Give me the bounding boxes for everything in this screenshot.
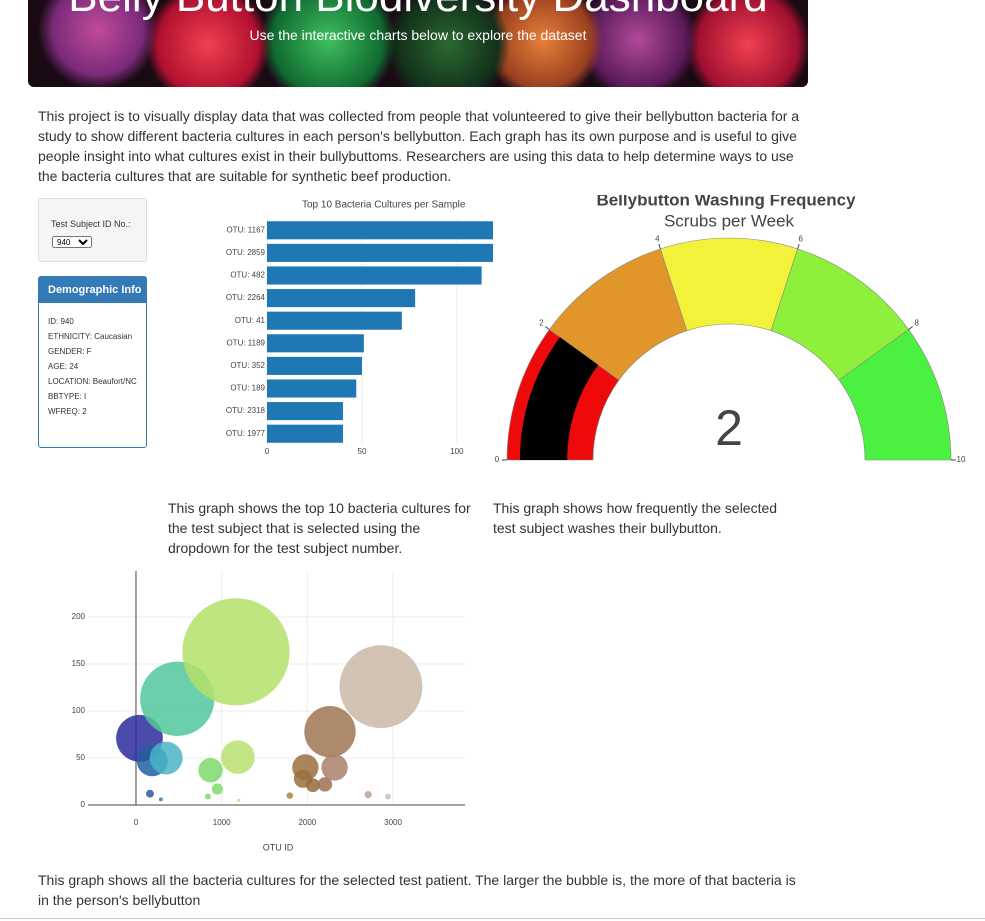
gauge-caption: This graph shows how frequently the sele… <box>493 500 778 536</box>
gauge-chart: Bellybutton Washing Frequency Scrubs per … <box>495 190 966 464</box>
x-tick-label: 0 <box>134 818 139 827</box>
gauge-bar <box>519 337 599 460</box>
bubble <box>146 789 154 798</box>
tick-label: 2 <box>539 319 544 328</box>
tick-mark <box>797 243 800 250</box>
bubble <box>292 754 319 781</box>
intro-text: This project is to visually display data… <box>38 108 800 184</box>
y-tick-label: OTU: 41 <box>235 316 266 325</box>
bubble <box>211 783 223 795</box>
y-tick-label: OTU: 2264 <box>226 293 266 302</box>
demographic-item: LOCATION: Beaufort/NC <box>48 377 137 386</box>
gauge-subtitle: Scrubs per Week <box>664 211 795 230</box>
tick-label: 10 <box>957 455 966 464</box>
demographic-panel: Demographic Info ID: 940 ETHNICITY: Cauca… <box>38 276 147 448</box>
bubble-chart: 0 1000 2000 3000 0 50 100 150 200 OTU ID <box>72 571 465 852</box>
tick-label: 4 <box>655 234 660 243</box>
demographic-item: BBTYPE: I <box>48 392 87 401</box>
x-axis-label: OTU ID <box>263 842 294 852</box>
bar <box>267 243 493 262</box>
x-tick-label: 100 <box>450 447 464 456</box>
bubble <box>306 778 320 793</box>
bar <box>267 379 357 398</box>
x-tick-label: 1000 <box>213 818 231 827</box>
bar <box>267 221 493 240</box>
demographic-title: Demographic Info <box>39 277 146 303</box>
bubble <box>364 791 372 799</box>
demographic-item: ID: 940 <box>48 317 74 326</box>
tick-mark <box>908 326 913 330</box>
selector-panel: Test Subject ID No.: 940 <box>38 198 147 262</box>
bar <box>267 402 343 421</box>
y-tick-label: OTU: 2859 <box>226 248 266 257</box>
y-tick-label: OTU: 2318 <box>226 406 266 415</box>
x-tick-label: 50 <box>358 447 367 456</box>
bubble <box>321 754 348 781</box>
bar <box>267 334 364 353</box>
x-tick-label: 0 <box>265 447 270 456</box>
bar <box>267 311 402 330</box>
bubble <box>384 793 391 800</box>
tick-label: 0 <box>495 455 500 464</box>
bubble <box>158 797 163 802</box>
demographic-item: WFREQ: 2 <box>48 407 87 416</box>
x-tick-label: 3000 <box>384 818 402 827</box>
tick-label: 8 <box>914 319 919 328</box>
bubble <box>237 798 241 802</box>
gauge-title: Bellybutton Washing Frequency <box>596 190 856 209</box>
demographic-item: GENDER: F <box>48 347 92 356</box>
banner: Belly Button Biodiversity Dashboard Use … <box>28 0 808 87</box>
bubble <box>317 777 333 792</box>
subject-select[interactable]: 940 <box>52 236 92 248</box>
tick-mark <box>545 326 550 330</box>
bar-caption: This graph shows the top 10 bacteria cul… <box>168 500 471 556</box>
bubble <box>198 758 223 783</box>
y-tick-label: OTU: 189 <box>230 384 265 393</box>
y-tick-label: OTU: 1189 <box>226 338 265 347</box>
bubble <box>221 740 255 774</box>
y-tick-label: 100 <box>72 706 86 715</box>
y-tick-label: OTU: 352 <box>230 361 265 370</box>
y-tick-label: 0 <box>81 800 86 809</box>
demographic-list: ID: 940 ETHNICITY: Caucasian GENDER: F AGE:… <box>48 317 138 416</box>
bubble <box>182 598 290 706</box>
bubble <box>204 793 211 800</box>
tick-label: 6 <box>798 234 803 243</box>
y-tick-label: OTU: 1167 <box>226 225 265 234</box>
y-tick-label: OTU: 1977 <box>226 429 266 438</box>
bar <box>267 356 362 375</box>
x-tick-label: 2000 <box>298 818 316 827</box>
page-subtitle: Use the interactive charts below to expl… <box>249 27 587 43</box>
bubble <box>304 706 356 758</box>
bottom-rule <box>0 918 985 919</box>
bubble <box>286 792 294 799</box>
bubble <box>339 645 423 729</box>
page-title: Belly Button Biodiversity Dashboard <box>28 0 808 22</box>
bubble <box>149 741 183 775</box>
demographic-item: ETHNICITY: Caucasian <box>48 332 133 341</box>
selector-label: Test Subject ID No.: <box>51 219 131 229</box>
gauge-value: 2 <box>715 400 743 456</box>
y-tick-label: 50 <box>76 753 85 762</box>
bar <box>267 289 416 308</box>
chart-title: Top 10 Bacteria Cultures per Sample <box>302 200 466 211</box>
bar <box>267 424 343 443</box>
y-tick-label: 150 <box>72 659 86 668</box>
tick-mark <box>658 243 661 250</box>
demographic-item: AGE: 24 <box>48 362 79 371</box>
bubble-caption: This graph shows all the bacteria cultur… <box>38 872 796 908</box>
bar-chart: Top 10 Bacteria Cultures per Sample 0 50 10… <box>226 200 493 456</box>
bar <box>267 266 482 285</box>
y-tick-label: 200 <box>72 612 86 621</box>
y-tick-label: OTU: 482 <box>230 271 265 280</box>
